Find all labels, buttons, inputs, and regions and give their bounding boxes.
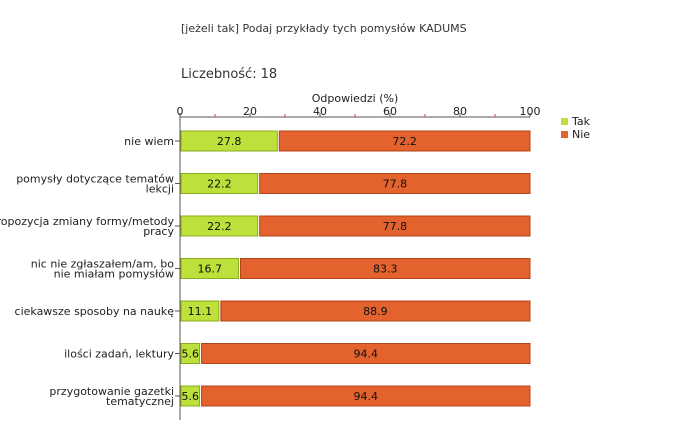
- category-label-line: przygotowanie gazetki: [49, 385, 174, 398]
- bar-tak: [180, 343, 201, 364]
- data-label: 27.8: [217, 135, 242, 148]
- bar-tak: [180, 173, 259, 194]
- data-label: 72.2: [392, 135, 417, 148]
- category-label: pomysły dotyczące tematów lekcji: [16, 173, 174, 196]
- category-label-line: ilości zadań, lektury: [64, 348, 174, 361]
- category-label: ciekawsze sposoby na naukę: [15, 305, 175, 318]
- bar-tak: [180, 385, 201, 407]
- bar-tak: [180, 300, 220, 322]
- data-label: 5.6: [182, 390, 200, 403]
- category-label: ilości zadań, lektury: [64, 348, 174, 361]
- category-label: nie wiem: [124, 135, 174, 148]
- legend-swatch-nie: [561, 131, 568, 138]
- legend-swatch-tak: [561, 118, 568, 125]
- bar-nie: [220, 300, 531, 322]
- category-label: Propozycja zmiany formy/metody pracy: [0, 215, 174, 238]
- x-tick-label: 80: [453, 105, 467, 118]
- data-label: 94.4: [354, 348, 379, 361]
- bar-nie: [278, 130, 531, 152]
- data-label: 94.4: [354, 390, 379, 403]
- x-tick-label: 0: [177, 105, 184, 118]
- x-tick-label: 100: [520, 105, 541, 118]
- x-tick-label: 20: [243, 105, 257, 118]
- question-title: [jeżeli tak] Podaj przykłady tych pomysł…: [181, 22, 467, 35]
- category-label-line: nic nie zgłaszałem/am, bo: [31, 258, 174, 271]
- data-label: 5.6: [182, 348, 200, 361]
- category-label-line: Propozycja zmiany formy/metody: [0, 215, 174, 228]
- category-label-line: pracy: [143, 225, 174, 238]
- data-label: 88.9: [363, 305, 388, 318]
- category-label: przygotowanie gazetki tematycznej: [49, 385, 174, 408]
- bar-nie: [239, 258, 531, 279]
- category-label-line: pomysły dotyczące tematów: [16, 173, 174, 186]
- category-label-line: nie miałam pomysłów: [54, 268, 174, 281]
- data-label: 16.7: [197, 263, 222, 276]
- bar-nie: [259, 215, 531, 237]
- category-label: nic nie zgłaszałem/am, bo nie miałam pomy…: [31, 258, 174, 281]
- count-value: 18: [260, 67, 278, 82]
- bar-tak: [180, 215, 259, 237]
- category-label-line: ciekawsze sposoby na naukę: [15, 305, 175, 318]
- data-label: 77.8: [383, 178, 408, 191]
- bar-nie: [201, 343, 531, 364]
- respondent-count: Liczebność: 18: [181, 67, 277, 82]
- data-label: 22.2: [207, 220, 232, 233]
- bar-tak: [180, 130, 278, 152]
- legend-label: Nie: [572, 128, 590, 141]
- bar-tak: [180, 258, 239, 279]
- x-axis-label: Odpowiedzi (%): [312, 92, 399, 105]
- category-label-line: lekcji: [146, 183, 174, 196]
- bar-nie: [201, 385, 531, 407]
- x-tick-label: 60: [383, 105, 397, 118]
- x-tick-label: 40: [313, 105, 327, 118]
- bar-nie: [259, 173, 531, 194]
- count-label: Liczebność:: [181, 67, 257, 82]
- category-label-line: nie wiem: [124, 135, 174, 148]
- legend-label: Tak: [571, 115, 591, 128]
- data-label: 11.1: [188, 305, 213, 318]
- data-label: 22.2: [207, 178, 232, 191]
- data-label: 77.8: [383, 220, 408, 233]
- category-label-line: tematycznej: [106, 395, 174, 408]
- data-label: 83.3: [373, 263, 398, 276]
